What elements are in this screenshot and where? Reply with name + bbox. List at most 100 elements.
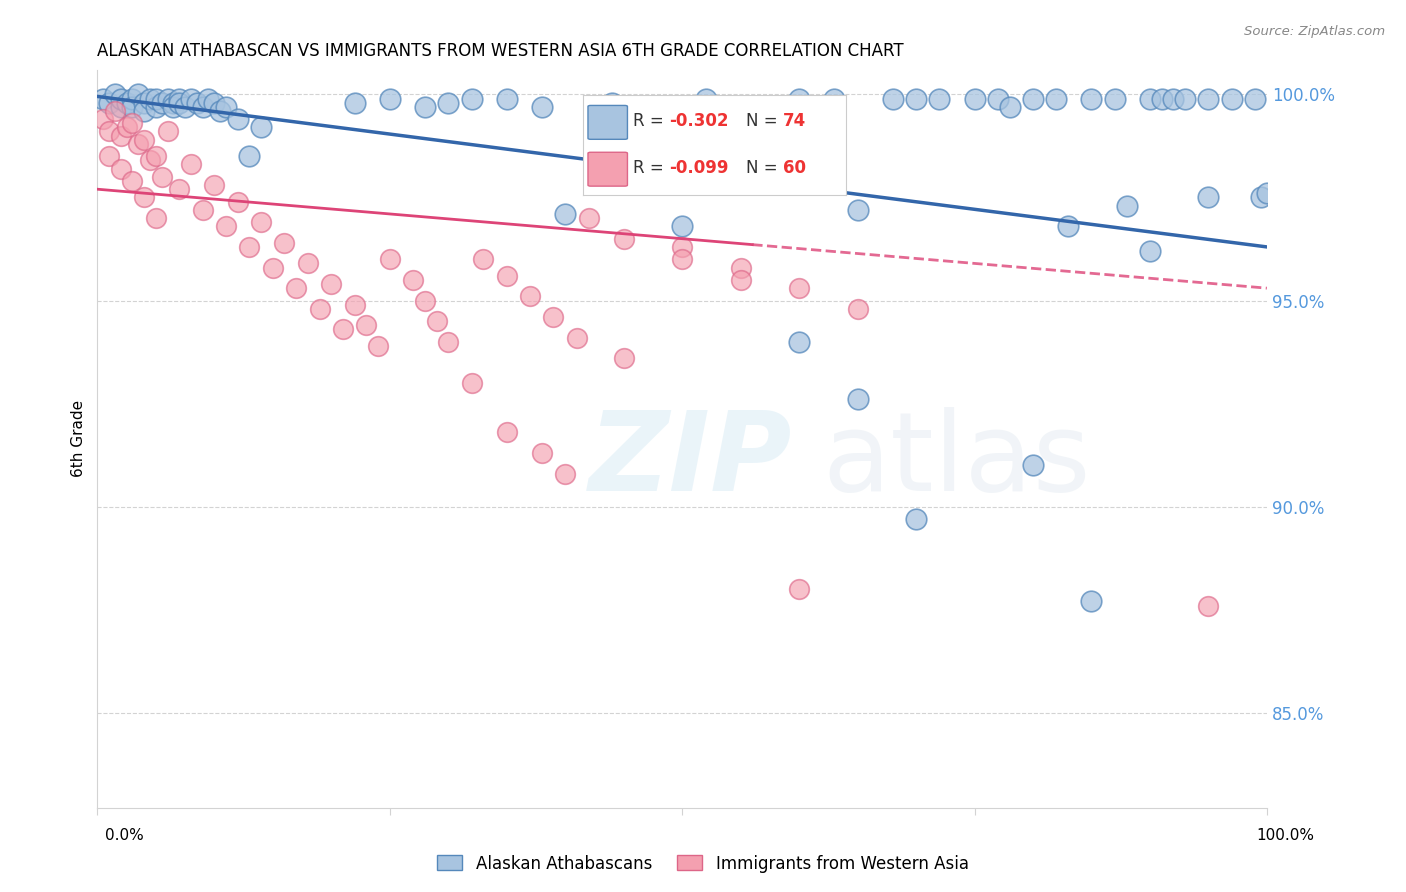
Point [787,91,810,105]
Point [554,467,576,481]
Point [425,314,447,328]
Point [530,100,553,114]
Point [787,582,810,596]
Point [191,202,214,217]
Point [1104,91,1126,105]
Point [928,91,950,105]
Point [730,169,752,184]
Point [297,256,319,270]
Text: 100.0%: 100.0% [1257,828,1315,843]
Point [578,211,600,225]
Point [1220,91,1243,105]
Point [671,252,693,267]
Point [226,112,249,127]
Text: 0.0%: 0.0% [105,828,145,843]
Point [139,91,162,105]
Legend: Alaskan Athabascans, Immigrants from Western Asia: Alaskan Athabascans, Immigrants from Wes… [430,848,976,880]
Point [730,260,752,275]
Point [121,174,143,188]
Point [613,351,636,366]
Point [98,95,121,110]
Point [209,103,232,118]
Point [321,277,343,291]
Point [332,322,354,336]
Point [437,95,460,110]
Point [1022,91,1045,105]
Point [460,91,482,105]
Point [156,91,179,105]
Point [197,91,219,105]
Point [98,124,121,138]
Point [215,100,238,114]
Point [110,128,132,143]
Point [162,95,184,110]
Point [162,100,184,114]
Point [695,91,717,105]
Point [823,91,845,105]
Point [846,301,869,316]
Point [167,182,190,196]
Point [250,120,273,135]
Point [262,260,284,275]
Point [1163,91,1185,105]
Point [787,334,810,349]
Point [127,87,149,102]
Point [134,103,156,118]
Point [180,91,202,105]
Point [145,211,167,225]
Point [1197,91,1219,105]
Point [215,219,238,234]
Point [110,161,132,176]
Point [134,190,156,204]
Point [273,235,295,250]
Point [356,318,378,333]
Point [905,512,928,526]
Point [186,95,208,110]
Point [846,392,869,407]
Point [1139,244,1161,258]
Point [963,91,986,105]
Point [115,120,138,135]
Point [600,95,623,110]
Point [1197,190,1219,204]
Point [308,301,330,316]
Point [167,91,190,105]
Point [104,103,127,118]
Point [285,281,308,295]
Point [1174,91,1197,105]
Point [127,136,149,151]
Point [343,95,366,110]
Point [1115,199,1137,213]
Point [150,169,173,184]
Text: ALASKAN ATHABASCAN VS IMMIGRANTS FROM WESTERN ASIA 6TH GRADE CORRELATION CHART: ALASKAN ATHABASCAN VS IMMIGRANTS FROM WE… [97,42,904,60]
Point [191,100,214,114]
Point [121,116,143,130]
Point [121,91,143,105]
Point [495,91,517,105]
Point [202,95,225,110]
Point [98,149,121,163]
Point [402,273,425,287]
Point [174,100,197,114]
Point [226,194,249,209]
Point [145,91,167,105]
Point [413,100,436,114]
Point [1197,599,1219,613]
Point [91,91,114,105]
Point [167,95,190,110]
Point [367,339,389,353]
Point [1250,190,1272,204]
Point [1150,91,1173,105]
Point [613,232,636,246]
Point [882,91,904,105]
Point [145,149,167,163]
Point [671,219,693,234]
Point [134,95,156,110]
Point [987,91,1010,105]
Point [238,240,260,254]
Point [730,273,752,287]
Point [134,133,156,147]
Point [530,446,553,460]
Point [145,100,167,114]
Point [671,240,693,254]
